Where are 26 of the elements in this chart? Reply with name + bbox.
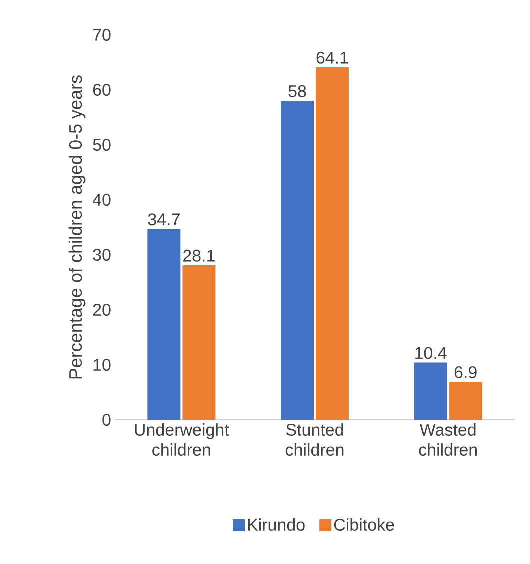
data-label: 10.4: [416, 347, 447, 360]
x-tick-label: Underweight children: [135, 424, 230, 456]
data-label: 28.1: [183, 250, 215, 262]
y-tick-label: 0: [102, 414, 111, 426]
bar: [414, 362, 448, 420]
data-label: 34.7: [148, 214, 180, 226]
y-tick-label: 60: [93, 84, 111, 96]
y-tick-label: 70: [93, 28, 111, 42]
x-tick-label: Wasted children: [419, 424, 477, 456]
y-tick-label: 10: [94, 358, 111, 372]
bar: [148, 229, 181, 420]
bar: [449, 382, 482, 420]
y-tick-label: 20: [93, 304, 111, 316]
data-label: 64.1: [316, 52, 348, 64]
bar: [182, 265, 216, 420]
x-tick-label: Stunted children: [286, 424, 344, 456]
data-label: 6.9: [454, 366, 477, 379]
data-label: 58: [288, 85, 306, 98]
y-tick-label: 30: [93, 248, 111, 262]
y-axis-title: Percentage of children aged 0-5 years: [68, 76, 86, 379]
legend-label: Kirundo: [248, 518, 305, 532]
bar: [281, 101, 314, 420]
y-tick-label: 40: [92, 194, 111, 206]
y-tick-label: 50: [93, 138, 111, 152]
legend-label: Cibitoke: [334, 518, 394, 532]
bar: [316, 67, 350, 420]
